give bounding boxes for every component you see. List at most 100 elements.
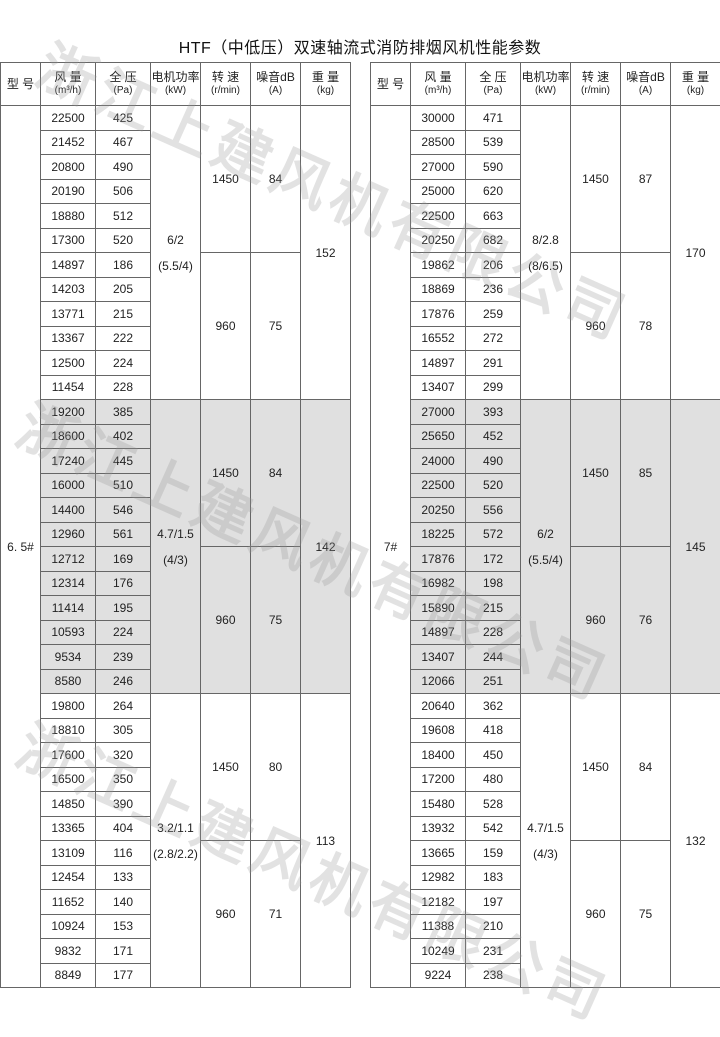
pressure-cell: 291 xyxy=(466,351,521,376)
airflow-cell: 12314 xyxy=(41,571,96,596)
noise-cell: 76 xyxy=(621,547,671,694)
pressure-cell: 490 xyxy=(96,155,151,180)
column-header: 噪音dB(A) xyxy=(251,63,301,106)
header-unit: (kW) xyxy=(521,84,570,97)
pressure-cell: 539 xyxy=(466,130,521,155)
pressure-cell: 228 xyxy=(96,375,151,400)
pressure-cell: 215 xyxy=(96,302,151,327)
airflow-cell: 16500 xyxy=(41,767,96,792)
header-label: 风 量 xyxy=(411,71,465,84)
pressure-cell: 305 xyxy=(96,718,151,743)
pressure-cell: 520 xyxy=(466,473,521,498)
column-header: 重 量(kg) xyxy=(671,63,720,106)
motor-power: 3.2/1.1 xyxy=(151,815,200,841)
airflow-cell: 16982 xyxy=(411,571,466,596)
airflow-cell: 8849 xyxy=(41,963,96,988)
pressure-cell: 171 xyxy=(96,939,151,964)
airflow-cell: 14897 xyxy=(41,253,96,278)
column-header: 全 压(Pa) xyxy=(466,63,521,106)
pressure-cell: 133 xyxy=(96,865,151,890)
pressure-cell: 116 xyxy=(96,841,151,866)
motor-power-sub: (5.5/4) xyxy=(521,547,570,573)
airflow-cell: 17300 xyxy=(41,228,96,253)
motor-power-cell: 4.7/1.5(4/3) xyxy=(521,694,571,988)
airflow-cell: 13109 xyxy=(41,841,96,866)
airflow-cell: 13771 xyxy=(41,302,96,327)
airflow-cell: 15890 xyxy=(411,596,466,621)
pressure-cell: 425 xyxy=(96,106,151,131)
pressure-cell: 197 xyxy=(466,890,521,915)
airflow-cell: 16552 xyxy=(411,326,466,351)
speed-cell: 960 xyxy=(201,253,251,400)
column-header: 转 速(r/min) xyxy=(201,63,251,106)
airflow-cell: 14850 xyxy=(41,792,96,817)
pressure-cell: 172 xyxy=(466,547,521,572)
airflow-cell: 13365 xyxy=(41,816,96,841)
airflow-cell: 20190 xyxy=(41,179,96,204)
column-header: 全 压(Pa) xyxy=(96,63,151,106)
airflow-cell: 22500 xyxy=(41,106,96,131)
model-cell: 7# xyxy=(371,106,411,988)
speed-cell: 1450 xyxy=(571,694,621,841)
speed-cell: 1450 xyxy=(571,106,621,253)
pressure-cell: 238 xyxy=(466,963,521,988)
pressure-cell: 572 xyxy=(466,522,521,547)
airflow-cell: 19608 xyxy=(411,718,466,743)
pressure-cell: 169 xyxy=(96,547,151,572)
pressure-cell: 452 xyxy=(466,424,521,449)
noise-cell: 87 xyxy=(621,106,671,253)
noise-cell: 75 xyxy=(251,253,301,400)
airflow-cell: 9832 xyxy=(41,939,96,964)
noise-cell: 71 xyxy=(251,841,301,988)
spec-table-left: 型 号风 量(m³/h)全 压(Pa)电机功率(kW)转 速(r/min)噪音d… xyxy=(0,62,351,988)
motor-power: 6/2 xyxy=(521,521,570,547)
pressure-cell: 186 xyxy=(96,253,151,278)
motor-power-cell: 4.7/1.5(4/3) xyxy=(151,400,201,694)
airflow-cell: 10924 xyxy=(41,914,96,939)
pressure-cell: 512 xyxy=(96,204,151,229)
header-label: 风 量 xyxy=(41,71,95,84)
airflow-cell: 12960 xyxy=(41,522,96,547)
speed-cell: 1450 xyxy=(571,400,621,547)
airflow-cell: 19862 xyxy=(411,253,466,278)
noise-cell: 84 xyxy=(621,694,671,841)
motor-power-sub: (4/3) xyxy=(151,547,200,573)
pressure-cell: 467 xyxy=(96,130,151,155)
airflow-cell: 12712 xyxy=(41,547,96,572)
noise-cell: 75 xyxy=(251,547,301,694)
pressure-cell: 393 xyxy=(466,400,521,425)
pressure-cell: 480 xyxy=(466,767,521,792)
pressure-cell: 264 xyxy=(96,694,151,719)
motor-power-sub: (2.8/2.2) xyxy=(151,841,200,867)
airflow-cell: 28500 xyxy=(411,130,466,155)
pressure-cell: 320 xyxy=(96,743,151,768)
pressure-cell: 224 xyxy=(96,620,151,645)
pressure-cell: 224 xyxy=(96,351,151,376)
airflow-cell: 8580 xyxy=(41,669,96,694)
header-label: 型 号 xyxy=(1,78,40,91)
pressure-cell: 299 xyxy=(466,375,521,400)
pressure-cell: 546 xyxy=(96,498,151,523)
airflow-cell: 18869 xyxy=(411,277,466,302)
column-header: 型 号 xyxy=(1,63,41,106)
airflow-cell: 27000 xyxy=(411,400,466,425)
airflow-cell: 13665 xyxy=(411,841,466,866)
airflow-cell: 9224 xyxy=(411,963,466,988)
airflow-cell: 18400 xyxy=(411,743,466,768)
airflow-cell: 14897 xyxy=(411,620,466,645)
airflow-cell: 18225 xyxy=(411,522,466,547)
airflow-cell: 14400 xyxy=(41,498,96,523)
airflow-cell: 11652 xyxy=(41,890,96,915)
header-label: 噪音dB xyxy=(251,71,300,84)
airflow-cell: 17876 xyxy=(411,547,466,572)
airflow-cell: 9534 xyxy=(41,645,96,670)
airflow-cell: 24000 xyxy=(411,449,466,474)
column-header: 型 号 xyxy=(371,63,411,106)
column-header: 转 速(r/min) xyxy=(571,63,621,106)
motor-power-sub: (8/6.5) xyxy=(521,253,570,279)
pressure-cell: 402 xyxy=(96,424,151,449)
airflow-cell: 13367 xyxy=(41,326,96,351)
